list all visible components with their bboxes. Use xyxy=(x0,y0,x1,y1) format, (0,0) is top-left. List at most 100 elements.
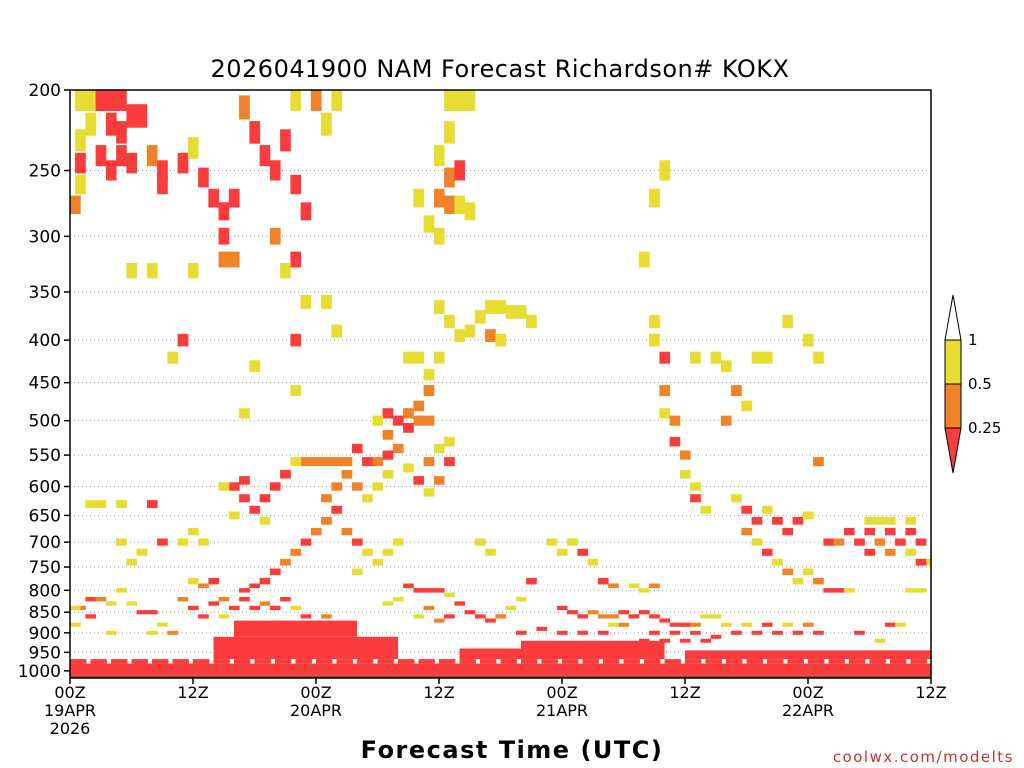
ri-cell xyxy=(690,351,701,364)
ri-cell xyxy=(382,469,394,479)
ri-cell xyxy=(228,482,240,491)
ri-band xyxy=(111,659,128,664)
ri-cell xyxy=(177,333,189,347)
ri-cell xyxy=(915,538,927,546)
ri-cell xyxy=(382,548,394,556)
ri-cell xyxy=(761,505,773,514)
ri-cell xyxy=(515,630,527,635)
ri-cell xyxy=(792,517,804,525)
ri-band xyxy=(808,659,825,664)
ri-band xyxy=(828,659,845,664)
ri-cell xyxy=(146,630,158,635)
x-tick-label: 00Z xyxy=(54,683,85,702)
ri-cell xyxy=(731,630,742,635)
ri-cell xyxy=(239,597,250,602)
ri-cell xyxy=(136,104,148,128)
ri-cell xyxy=(116,145,127,167)
ri-cell xyxy=(433,443,445,454)
ri-band xyxy=(459,648,665,660)
ri-cell xyxy=(310,90,322,111)
ri-cell xyxy=(515,305,527,319)
ri-cell xyxy=(249,605,261,611)
ri-band xyxy=(459,659,476,664)
ri-cell xyxy=(198,614,209,619)
ri-band xyxy=(910,659,927,664)
ri-band xyxy=(398,659,415,664)
ri-cell xyxy=(331,505,343,514)
ri-cell xyxy=(423,415,435,426)
ri-cell xyxy=(167,351,179,364)
ri-cell xyxy=(269,160,281,181)
ri-cell xyxy=(157,174,168,195)
y-tick-label: 700 xyxy=(29,533,61,553)
ri-cell xyxy=(741,622,753,627)
ri-cell xyxy=(290,457,302,467)
ri-cell xyxy=(700,505,712,514)
ri-cell xyxy=(669,415,681,426)
ri-cell xyxy=(556,630,568,635)
ri-cell xyxy=(403,463,414,473)
ri-cell xyxy=(679,450,691,460)
ri-band xyxy=(562,659,579,664)
ri-cell xyxy=(659,351,671,364)
ri-cell xyxy=(444,167,455,188)
x-tick-label: 19APR xyxy=(44,701,96,720)
ri-cell xyxy=(505,605,517,611)
ri-cell xyxy=(269,227,281,245)
x-tick-label: 12Z xyxy=(669,683,700,702)
ri-cell xyxy=(782,527,794,536)
ri-band xyxy=(480,659,497,664)
ri-band xyxy=(316,659,333,664)
ri-cell xyxy=(526,314,537,329)
ri-band xyxy=(213,636,398,660)
ri-cell xyxy=(423,368,435,381)
y-tick-label: 200 xyxy=(29,81,61,101)
ri-cell xyxy=(741,527,753,536)
ri-cell xyxy=(433,188,445,208)
y-tick-label: 750 xyxy=(29,558,61,578)
y-tick-label: 400 xyxy=(29,331,61,351)
ri-cell xyxy=(597,577,609,585)
credit-text: coolwx.com/modelts xyxy=(833,748,1014,766)
ri-cell xyxy=(290,385,302,397)
ri-cell xyxy=(823,538,835,546)
ri-cell xyxy=(413,188,425,208)
y-tick-label: 350 xyxy=(29,283,61,303)
ri-cell xyxy=(75,174,86,195)
ri-cell xyxy=(392,415,404,426)
ri-cell xyxy=(433,618,445,623)
ri-band xyxy=(767,659,784,664)
y-tick-label: 500 xyxy=(29,412,61,432)
ri-cell xyxy=(659,385,671,397)
ri-cell xyxy=(700,614,712,619)
ri-cell xyxy=(249,505,261,514)
ri-cell xyxy=(341,457,353,467)
ri-cell xyxy=(177,538,189,546)
ri-cell xyxy=(597,630,609,635)
ri-cell xyxy=(433,145,445,167)
legend-red-arrow xyxy=(944,427,962,474)
ri-cell xyxy=(95,145,107,167)
ri-cell xyxy=(874,638,886,643)
ri-cell xyxy=(659,160,671,181)
ri-cell xyxy=(679,622,691,627)
x-tick-label: 12Z xyxy=(177,683,208,702)
ri-cell xyxy=(280,469,291,479)
ri-cell xyxy=(464,90,476,111)
ri-cell xyxy=(300,295,312,309)
ri-cell xyxy=(239,494,250,503)
ri-cell xyxy=(105,112,117,136)
ri-cell xyxy=(239,408,250,419)
ri-cell xyxy=(813,577,824,585)
ri-band xyxy=(90,659,107,664)
ri-cell xyxy=(720,415,732,426)
ri-cell xyxy=(802,511,814,520)
ri-band xyxy=(623,659,640,664)
ri-cell xyxy=(280,558,291,566)
ri-cell xyxy=(157,538,168,546)
ri-cell xyxy=(567,538,578,546)
y-tick-label: 450 xyxy=(29,374,61,394)
ri-cell xyxy=(792,577,804,585)
ri-cell xyxy=(218,597,230,602)
